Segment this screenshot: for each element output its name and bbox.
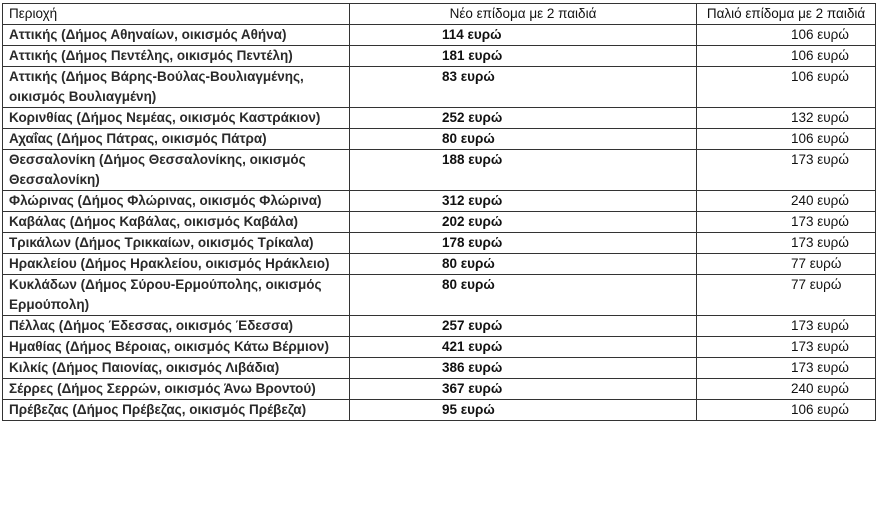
old-allowance-cell: 173 ευρώ bbox=[696, 315, 876, 337]
table-row: Κορινθίας (Δήμος Νεμέας, οικισμός Καστρά… bbox=[2, 107, 876, 129]
new-allowance-cell: 421 ευρώ bbox=[349, 336, 697, 358]
old-allowance-cell: 173 ευρώ bbox=[696, 232, 876, 254]
region-cell: Φλώρινας (Δήμος Φλώρινας, οικισμός Φλώρι… bbox=[2, 190, 350, 212]
new-allowance-cell: 312 ευρώ bbox=[349, 190, 697, 212]
region-cell: Πρέβεζας (Δήμος Πρέβεζας, οικισμός Πρέβε… bbox=[2, 399, 350, 421]
table-row: Ηρακλείου (Δήμος Ηρακλείου, οικισμός Ηρά… bbox=[2, 253, 876, 275]
region-cell: Αττικής (Δήμος Βάρης-Βούλας-Βουλιαγμένης… bbox=[2, 66, 350, 108]
new-allowance-cell: 80 ευρώ bbox=[349, 253, 697, 275]
old-allowance-cell: 106 ευρώ bbox=[696, 45, 876, 67]
region-cell: Αττικής (Δήμος Αθηναίων, οικισμός Αθήνα) bbox=[2, 24, 350, 46]
table-row: Πέλλας (Δήμος Έδεσσας, οικισμός Έδεσσα) 2… bbox=[2, 315, 876, 337]
old-allowance-cell: 240 ευρώ bbox=[696, 378, 876, 400]
new-allowance-cell: 188 ευρώ bbox=[349, 149, 697, 191]
new-allowance-cell: 252 ευρώ bbox=[349, 107, 697, 129]
header-old-allowance: Παλιό επίδομα με 2 παιδιά bbox=[696, 3, 876, 25]
new-allowance-cell: 80 ευρώ bbox=[349, 128, 697, 150]
table-row: Φλώρινας (Δήμος Φλώρινας, οικισμός Φλώρι… bbox=[2, 190, 876, 212]
table-row: Σέρρες (Δήμος Σερρών, οικισμός Άνω Βροντ… bbox=[2, 378, 876, 400]
old-allowance-cell: 106 ευρώ bbox=[696, 24, 876, 46]
new-allowance-cell: 83 ευρώ bbox=[349, 66, 697, 108]
region-cell: Τρικάλων (Δήμος Τρικκαίων, οικισμός Τρίκ… bbox=[2, 232, 350, 254]
old-allowance-cell: 132 ευρώ bbox=[696, 107, 876, 129]
old-allowance-cell: 173 ευρώ bbox=[696, 357, 876, 379]
old-allowance-cell: 77 ευρώ bbox=[696, 253, 876, 275]
old-allowance-cell: 106 ευρώ bbox=[696, 399, 876, 421]
header-row: Περιοχή Νέο επίδομα με 2 παιδιά Παλιό επ… bbox=[2, 3, 876, 25]
new-allowance-cell: 202 ευρώ bbox=[349, 211, 697, 233]
region-cell: Καβάλας (Δήμος Καβάλας, οικισμός Καβάλα) bbox=[2, 211, 350, 233]
region-cell: Κορινθίας (Δήμος Νεμέας, οικισμός Καστρά… bbox=[2, 107, 350, 129]
table-row: Καβάλας (Δήμος Καβάλας, οικισμός Καβάλα)… bbox=[2, 211, 876, 233]
table-row: Κυκλάδων (Δήμος Σύρου-Ερμούπολης, οικισμ… bbox=[2, 274, 876, 316]
header-region: Περιοχή bbox=[2, 3, 350, 25]
old-allowance-cell: 77 ευρώ bbox=[696, 274, 876, 316]
region-cell: Πέλλας (Δήμος Έδεσσας, οικισμός Έδεσσα) bbox=[2, 315, 350, 337]
table-row: Αττικής (Δήμος Βάρης-Βούλας-Βουλιαγμένης… bbox=[2, 66, 876, 108]
old-allowance-cell: 173 ευρώ bbox=[696, 149, 876, 191]
new-allowance-cell: 178 ευρώ bbox=[349, 232, 697, 254]
new-allowance-cell: 386 ευρώ bbox=[349, 357, 697, 379]
new-allowance-cell: 114 ευρώ bbox=[349, 24, 697, 46]
new-allowance-cell: 181 ευρώ bbox=[349, 45, 697, 67]
table-row: Πρέβεζας (Δήμος Πρέβεζας, οικισμός Πρέβε… bbox=[2, 399, 876, 421]
allowance-table: Περιοχή Νέο επίδομα με 2 παιδιά Παλιό επ… bbox=[2, 3, 876, 421]
region-cell: Κιλκίς (Δήμος Παιονίας, οικισμός Λιβάδια… bbox=[2, 357, 350, 379]
old-allowance-cell: 106 ευρώ bbox=[696, 66, 876, 108]
new-allowance-cell: 257 ευρώ bbox=[349, 315, 697, 337]
table-row: Κιλκίς (Δήμος Παιονίας, οικισμός Λιβάδια… bbox=[2, 357, 876, 379]
table-row: Τρικάλων (Δήμος Τρικκαίων, οικισμός Τρίκ… bbox=[2, 232, 876, 254]
new-allowance-cell: 95 ευρώ bbox=[349, 399, 697, 421]
table-row: Αττικής (Δήμος Πεντέλης, οικισμός Πεντέλ… bbox=[2, 45, 876, 67]
old-allowance-cell: 240 ευρώ bbox=[696, 190, 876, 212]
region-cell: Αττικής (Δήμος Πεντέλης, οικισμός Πεντέλ… bbox=[2, 45, 350, 67]
region-cell: Ηρακλείου (Δήμος Ηρακλείου, οικισμός Ηρά… bbox=[2, 253, 350, 275]
header-new-allowance: Νέο επίδομα με 2 παιδιά bbox=[349, 3, 697, 25]
table-row: Αττικής (Δήμος Αθηναίων, οικισμός Αθήνα)… bbox=[2, 24, 876, 46]
new-allowance-cell: 80 ευρώ bbox=[349, 274, 697, 316]
region-cell: Αχαΐας (Δήμος Πάτρας, οικισμός Πάτρα) bbox=[2, 128, 350, 150]
table-row: Θεσσαλονίκη (Δήμος Θεσσαλονίκης, οικισμό… bbox=[2, 149, 876, 191]
old-allowance-cell: 173 ευρώ bbox=[696, 211, 876, 233]
table-row: Αχαΐας (Δήμος Πάτρας, οικισμός Πάτρα) 80 … bbox=[2, 128, 876, 150]
old-allowance-cell: 106 ευρώ bbox=[696, 128, 876, 150]
region-cell: Κυκλάδων (Δήμος Σύρου-Ερμούπολης, οικισμ… bbox=[2, 274, 350, 316]
region-cell: Θεσσαλονίκη (Δήμος Θεσσαλονίκης, οικισμό… bbox=[2, 149, 350, 191]
table-row: Ημαθίας (Δήμος Βέροιας, οικισμός Κάτω Βέ… bbox=[2, 336, 876, 358]
old-allowance-cell: 173 ευρώ bbox=[696, 336, 876, 358]
region-cell: Ημαθίας (Δήμος Βέροιας, οικισμός Κάτω Βέ… bbox=[2, 336, 350, 358]
new-allowance-cell: 367 ευρώ bbox=[349, 378, 697, 400]
region-cell: Σέρρες (Δήμος Σερρών, οικισμός Άνω Βροντ… bbox=[2, 378, 350, 400]
